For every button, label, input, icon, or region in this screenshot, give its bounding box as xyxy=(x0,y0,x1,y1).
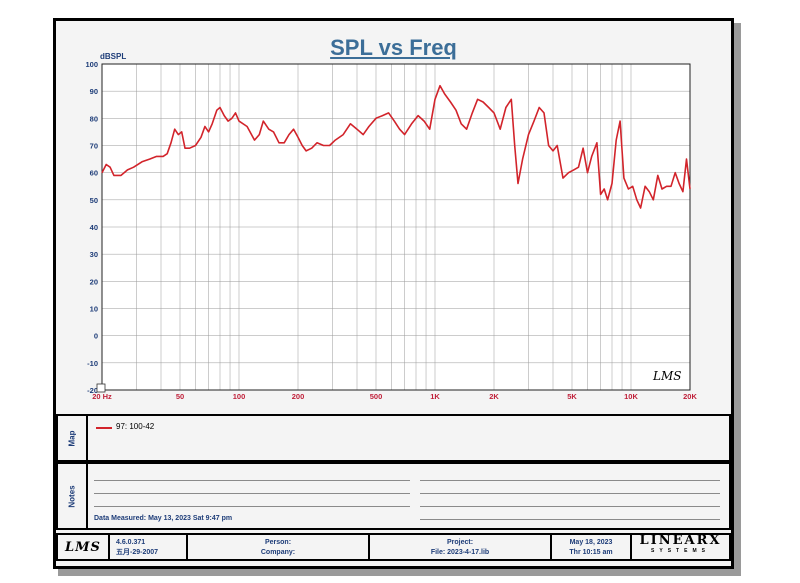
plot-border xyxy=(101,63,691,391)
x-tick-label: 100 xyxy=(233,392,246,401)
notes-line xyxy=(94,480,410,481)
company-label: Company: xyxy=(260,549,296,556)
notes-side: Notes xyxy=(58,464,88,528)
notes-line xyxy=(420,480,720,481)
person-label: Person: xyxy=(264,539,292,546)
footer-project-cell: Project: File: 2023-4-17.lib xyxy=(370,535,552,559)
report-date: May 18, 2023 xyxy=(569,539,613,546)
series-line-97 xyxy=(101,84,691,209)
lms-logo: LMS xyxy=(65,540,101,555)
x-tick-label: 20 Hz xyxy=(92,392,112,401)
legend-side-label: Map xyxy=(67,430,77,446)
x-tick-label: 500 xyxy=(370,392,383,401)
y-tick-label: 40 xyxy=(90,223,98,232)
footer-brand-cell: LINEARX SYSTEMS xyxy=(632,533,729,559)
legend-entry: 97: 100-42 xyxy=(116,422,155,431)
footer-version-cell: 4.6.0.371 五月-29-2007 xyxy=(110,535,188,559)
notes-side-label: Notes xyxy=(67,484,77,508)
y-tick-label: -20 xyxy=(87,386,98,395)
legend-side: Map xyxy=(58,416,88,460)
build-date: 五月-29-2007 xyxy=(116,549,159,556)
notes-line xyxy=(94,493,410,494)
y-tick-label: 20 xyxy=(90,277,98,286)
y-tick-label: 90 xyxy=(90,87,98,96)
data-measured: Data Measured: May 13, 2023 Sat 9:47 pm xyxy=(94,515,233,522)
x-tick-label: 20K xyxy=(683,392,697,401)
x-tick-label: 50 xyxy=(176,392,184,401)
version: 4.6.0.371 xyxy=(116,539,146,546)
x-tick-label: 200 xyxy=(292,392,305,401)
y-tick-label: 50 xyxy=(90,196,98,205)
project-label: Project: xyxy=(446,539,474,546)
linearx-logo: LINEARX xyxy=(639,533,722,548)
notes-line xyxy=(420,519,720,520)
x-tick-label: 2K xyxy=(489,392,499,401)
footer-panel: LMS 4.6.0.371 五月-29-2007 Person: Company… xyxy=(56,533,731,561)
legend-swatch xyxy=(96,427,112,429)
y-tick-label: 30 xyxy=(90,250,98,259)
notes-line xyxy=(94,506,410,507)
notes-line xyxy=(420,493,720,494)
y-tick-label: 0 xyxy=(94,332,98,341)
legend-panel: Map 97: 100-42 xyxy=(56,414,731,462)
plot-corner-icon xyxy=(96,383,106,393)
x-tick-label: 1K xyxy=(430,392,440,401)
report-time: Thr 10:15 am xyxy=(569,549,613,556)
y-tick-label: 10 xyxy=(90,305,98,314)
y-tick-label: -10 xyxy=(87,359,98,368)
y-tick-label: 60 xyxy=(90,169,98,178)
lms-watermark: LMS xyxy=(652,369,681,383)
footer-date-cell: May 18, 2023 Thr 10:15 am xyxy=(552,535,632,559)
footer-person-cell: Person: Company: xyxy=(188,535,370,559)
x-tick-label: 10K xyxy=(624,392,638,401)
y-axis-label: dBSPL xyxy=(100,52,126,61)
y-tick-label: 100 xyxy=(85,60,98,69)
notes-panel: Notes Data Measured: May 13, 2023 Sat 9:… xyxy=(56,462,731,530)
footer-logo-cell: LMS xyxy=(58,535,110,559)
notes-line xyxy=(420,506,720,507)
x-tick-label: 5K xyxy=(567,392,577,401)
y-tick-label: 80 xyxy=(90,114,98,123)
linearx-subtitle: SYSTEMS xyxy=(651,548,710,554)
file-name: File: 2023-4-17.lib xyxy=(430,549,490,556)
y-tick-label: 70 xyxy=(90,142,98,151)
chart-title: SPL vs Freq xyxy=(330,35,457,60)
